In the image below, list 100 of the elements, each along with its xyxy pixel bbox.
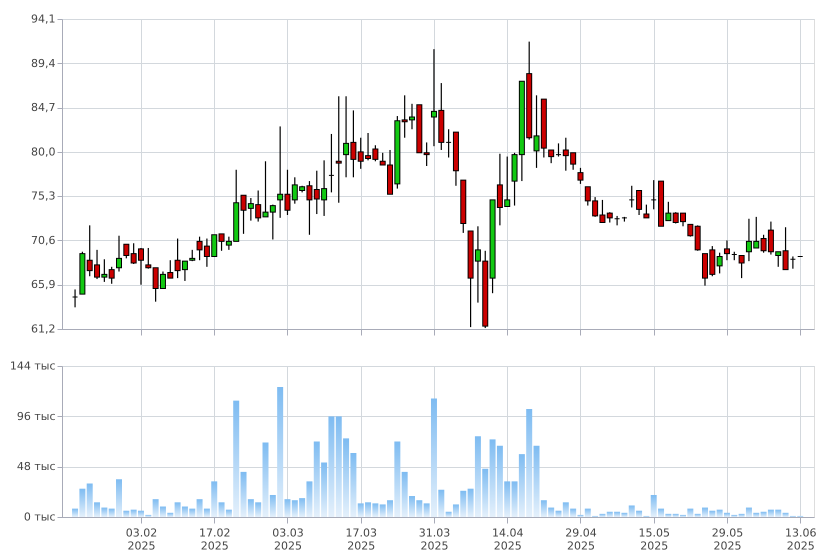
candlestick [328, 133, 334, 193]
bar [130, 510, 137, 517]
bar [702, 508, 708, 517]
bar [226, 510, 232, 517]
bar [760, 512, 767, 517]
bar [394, 442, 400, 517]
candlestick [336, 96, 342, 204]
bar [658, 508, 664, 517]
bar [277, 386, 284, 517]
bar [687, 508, 694, 517]
bar [116, 479, 122, 517]
bar [321, 462, 328, 517]
bar [504, 481, 510, 517]
bar [255, 502, 262, 517]
x-tick-label: 15.05 2025 [638, 526, 670, 550]
bar [446, 512, 452, 517]
bar [94, 502, 100, 517]
candlestick [614, 215, 620, 226]
bar [526, 408, 532, 517]
bar [196, 499, 203, 517]
y-tick-label: 61,2 [31, 322, 56, 336]
bar [724, 512, 730, 517]
y-tick-label: 94,1 [31, 12, 56, 26]
y-tick-label: 80,0 [31, 145, 56, 158]
candlestick [555, 142, 562, 158]
bar [628, 505, 635, 517]
bar [270, 494, 276, 517]
bar [218, 502, 225, 517]
bar [672, 514, 679, 517]
x-tick-label: 03.02 2025 [126, 526, 158, 550]
bar [738, 514, 745, 517]
bar [233, 400, 240, 517]
y-tick-label: 0 тыс [24, 510, 56, 524]
bar [262, 442, 268, 517]
candlestick [738, 254, 745, 279]
bar [372, 503, 378, 517]
bar [387, 500, 394, 517]
bar [468, 488, 474, 517]
bar [584, 508, 591, 517]
bar [240, 472, 247, 517]
y-tick-label: 84,7 [31, 101, 56, 114]
bar [424, 503, 430, 517]
x-tick-label: 17.02 2025 [198, 526, 230, 550]
y-tick-label: 144 тыс [10, 360, 56, 372]
bar [599, 514, 606, 517]
bar [570, 508, 576, 517]
bar [350, 453, 356, 517]
bar [614, 512, 620, 517]
bar [328, 416, 334, 517]
bar [204, 508, 210, 517]
bar [534, 446, 540, 517]
y-tick-label: 48 тыс [16, 460, 56, 474]
bar [284, 499, 290, 517]
x-tick-label: 29.05 2025 [712, 526, 744, 550]
bar [72, 508, 78, 517]
x-tick-label: 29.04 2025 [565, 526, 597, 550]
candlestick [643, 204, 650, 218]
bar [694, 514, 701, 517]
bar [174, 502, 181, 517]
x-tick-label: 31.03 2025 [418, 526, 450, 550]
bar [248, 499, 254, 517]
candlestick [724, 240, 730, 261]
bar [490, 439, 496, 517]
bar [548, 508, 554, 517]
candlestick [72, 288, 78, 308]
candlestick [636, 190, 642, 216]
bar [123, 510, 130, 517]
candlestick [577, 167, 584, 184]
bar [768, 510, 774, 517]
bar [562, 502, 569, 517]
bar [416, 500, 422, 517]
bar [746, 508, 752, 517]
bar [211, 481, 218, 517]
bar [380, 504, 386, 517]
candlestick [548, 149, 554, 164]
bar [292, 500, 298, 517]
bar [716, 510, 723, 517]
bar [358, 503, 364, 517]
candlestick [189, 249, 196, 262]
x-tick-label: 14.04 2025 [492, 526, 524, 550]
bar [709, 510, 716, 517]
bar [336, 416, 342, 517]
bar [365, 502, 372, 517]
y-tick-label: 89,4 [31, 56, 56, 70]
bar [753, 512, 760, 517]
y-tick-label: 75,3 [31, 190, 56, 203]
candlestick [731, 251, 738, 261]
bar [101, 508, 108, 517]
bar [430, 398, 437, 517]
bar [482, 468, 488, 517]
x-tick-label: 03.03 2025 [272, 526, 304, 550]
bar [189, 508, 196, 517]
bar [540, 500, 547, 517]
bar [306, 481, 312, 517]
bar [86, 483, 93, 517]
bar [606, 512, 613, 517]
bar [518, 454, 525, 517]
bar [299, 498, 306, 517]
y-tick-label: 96 тыс [16, 410, 56, 423]
bar [636, 510, 642, 517]
